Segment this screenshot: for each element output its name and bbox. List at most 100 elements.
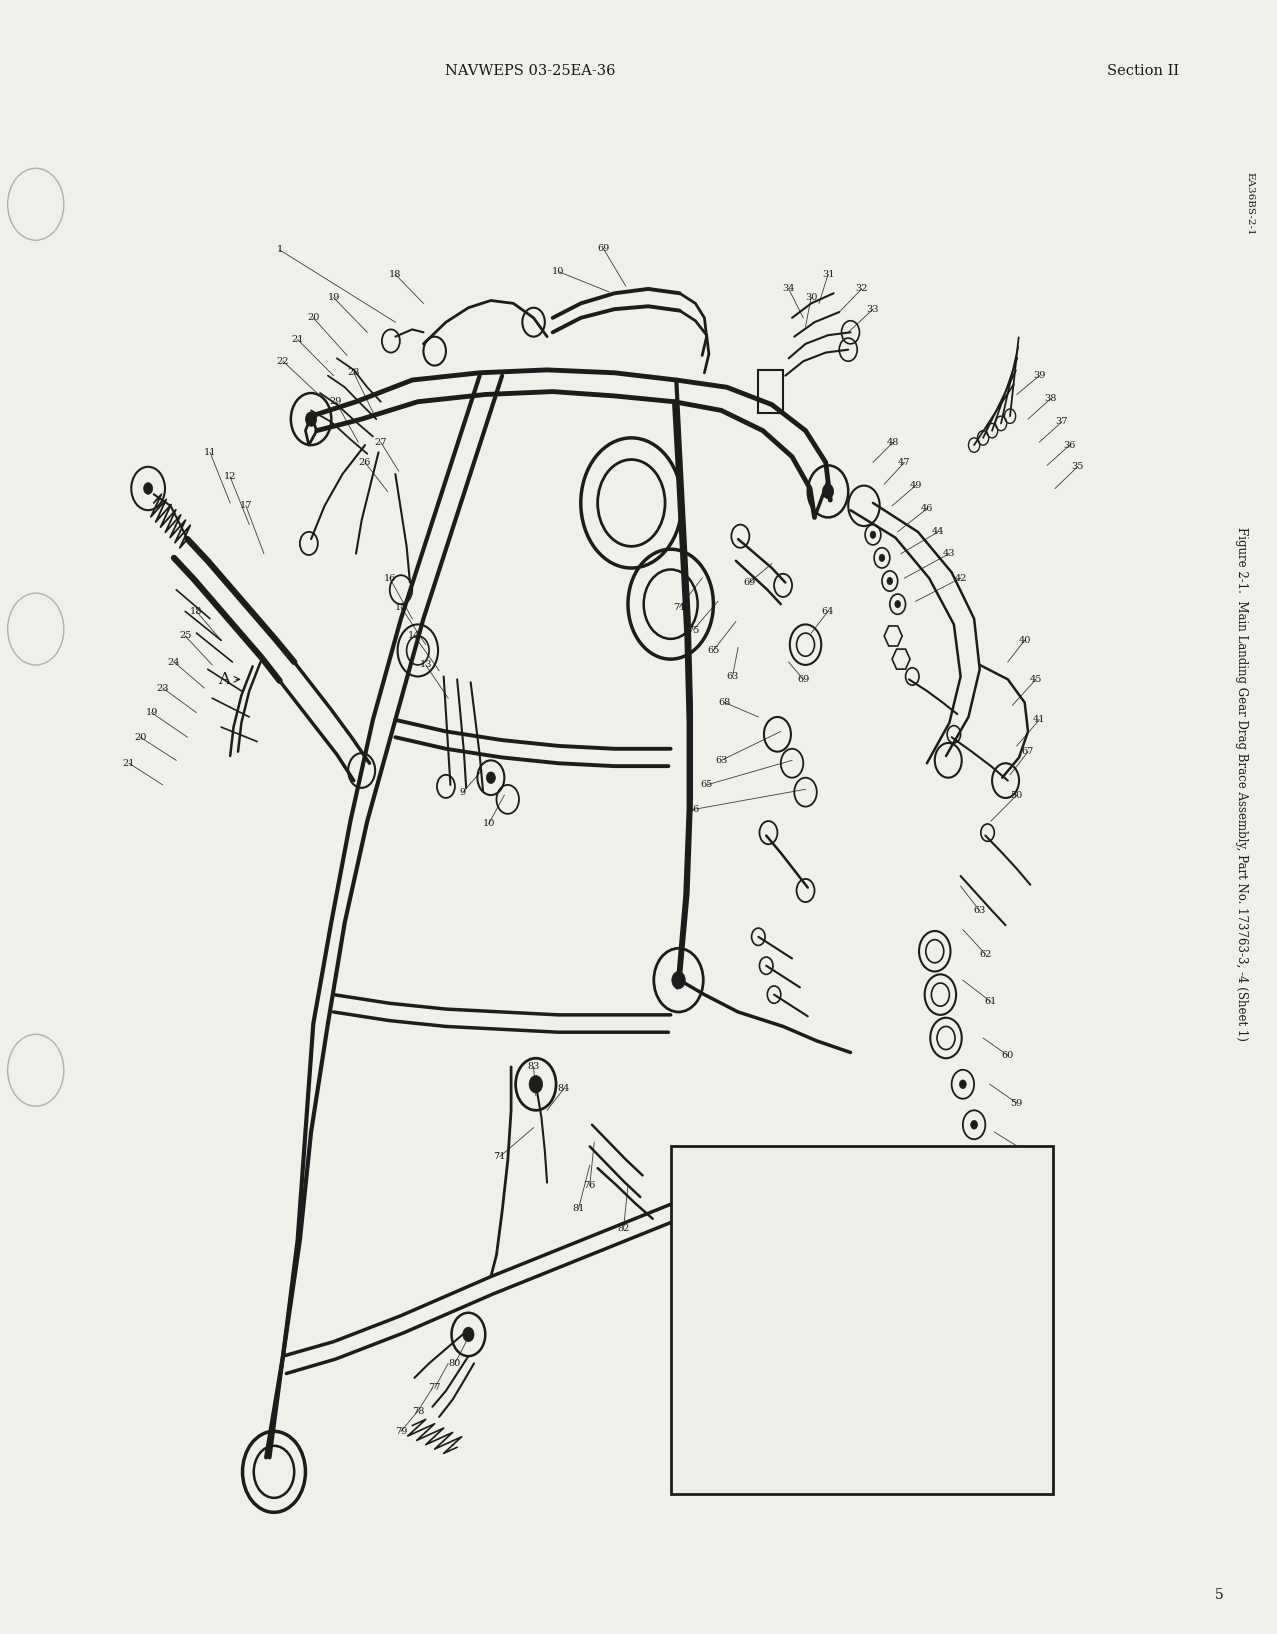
Text: Section II: Section II bbox=[1107, 64, 1179, 78]
Text: 57: 57 bbox=[1027, 1193, 1038, 1201]
Text: 33: 33 bbox=[867, 304, 879, 314]
Text: 41: 41 bbox=[1033, 716, 1046, 724]
Text: 64: 64 bbox=[822, 606, 834, 616]
Text: 14: 14 bbox=[409, 631, 420, 641]
Text: 61: 61 bbox=[985, 997, 997, 1007]
Text: 15: 15 bbox=[395, 603, 407, 611]
Text: 69: 69 bbox=[743, 578, 756, 587]
Text: A: A bbox=[218, 672, 231, 688]
Circle shape bbox=[979, 1268, 986, 1276]
Text: 11: 11 bbox=[204, 448, 216, 458]
Text: 60: 60 bbox=[1001, 1051, 1014, 1060]
Text: 56: 56 bbox=[1013, 1268, 1025, 1276]
Text: 80: 80 bbox=[448, 1359, 461, 1368]
Text: 24: 24 bbox=[167, 657, 180, 667]
Text: 34: 34 bbox=[783, 284, 794, 294]
Text: 31: 31 bbox=[822, 270, 834, 279]
Text: 27: 27 bbox=[374, 438, 387, 446]
Text: 58: 58 bbox=[1019, 1147, 1031, 1155]
Text: 43: 43 bbox=[944, 549, 955, 559]
Text: 69: 69 bbox=[797, 675, 810, 685]
Text: 29: 29 bbox=[329, 397, 342, 407]
Text: 65: 65 bbox=[707, 645, 719, 655]
Text: 25: 25 bbox=[179, 631, 192, 641]
Text: 75: 75 bbox=[687, 626, 700, 634]
Circle shape bbox=[996, 1335, 1002, 1343]
Text: 49: 49 bbox=[909, 480, 922, 490]
Text: 18: 18 bbox=[190, 606, 203, 616]
Circle shape bbox=[143, 482, 153, 493]
Circle shape bbox=[8, 168, 64, 240]
Text: 46: 46 bbox=[921, 505, 933, 513]
Circle shape bbox=[888, 577, 893, 585]
Text: 45: 45 bbox=[1029, 675, 1042, 685]
Text: 20: 20 bbox=[134, 732, 147, 742]
Circle shape bbox=[959, 1080, 967, 1088]
Circle shape bbox=[979, 1160, 986, 1170]
Text: 17: 17 bbox=[240, 502, 252, 510]
Text: 13: 13 bbox=[419, 660, 432, 670]
Text: 20: 20 bbox=[308, 314, 319, 322]
Text: 19: 19 bbox=[146, 708, 157, 717]
Text: 71: 71 bbox=[494, 1152, 506, 1162]
Text: 7: 7 bbox=[937, 1325, 944, 1335]
Text: 51: 51 bbox=[1045, 1387, 1056, 1397]
Text: 81: 81 bbox=[572, 1204, 585, 1212]
Text: 35: 35 bbox=[1071, 462, 1084, 471]
Circle shape bbox=[987, 1199, 995, 1209]
Text: 19: 19 bbox=[327, 292, 340, 302]
Circle shape bbox=[487, 771, 495, 783]
Text: 63: 63 bbox=[727, 672, 738, 681]
Text: 18: 18 bbox=[389, 270, 401, 279]
Bar bbox=[759, 369, 783, 413]
Circle shape bbox=[696, 1317, 707, 1332]
Text: 63: 63 bbox=[973, 907, 986, 915]
Text: 9: 9 bbox=[460, 788, 466, 797]
Text: 6: 6 bbox=[797, 1363, 803, 1373]
Text: 32: 32 bbox=[856, 284, 868, 294]
Text: 48: 48 bbox=[888, 438, 899, 446]
Text: 36: 36 bbox=[1064, 441, 1075, 449]
Text: NAVWEPS 03-25EA-36: NAVWEPS 03-25EA-36 bbox=[444, 64, 616, 78]
Text: 83: 83 bbox=[527, 1062, 540, 1072]
Text: 37: 37 bbox=[1056, 417, 1068, 426]
Text: Figure 2-1.  Main Landing Gear Drag Brace Assembly, Part No. 173763-3, -4 (Sheet: Figure 2-1. Main Landing Gear Drag Brace… bbox=[1235, 528, 1248, 1041]
Text: 78: 78 bbox=[411, 1407, 424, 1415]
Text: 26: 26 bbox=[359, 458, 372, 467]
Text: 10: 10 bbox=[552, 266, 564, 276]
Circle shape bbox=[822, 484, 834, 498]
Text: 3: 3 bbox=[713, 1286, 719, 1296]
Text: 68: 68 bbox=[719, 698, 730, 708]
Text: 77: 77 bbox=[429, 1384, 441, 1392]
Circle shape bbox=[8, 1034, 64, 1106]
Text: 69: 69 bbox=[598, 243, 609, 253]
Circle shape bbox=[672, 972, 686, 989]
Text: 5: 5 bbox=[774, 1355, 780, 1363]
Text: EA36BS-2-1: EA36BS-2-1 bbox=[1245, 173, 1254, 235]
Circle shape bbox=[870, 531, 876, 538]
Text: 42: 42 bbox=[954, 574, 967, 583]
Text: 21: 21 bbox=[123, 758, 135, 768]
Text: 53: 53 bbox=[1033, 1325, 1046, 1335]
Text: 82: 82 bbox=[617, 1224, 630, 1234]
Text: 1: 1 bbox=[277, 245, 282, 255]
Text: 8: 8 bbox=[977, 1301, 982, 1310]
Circle shape bbox=[895, 601, 900, 608]
Text: 84: 84 bbox=[558, 1083, 570, 1093]
Text: 65: 65 bbox=[701, 781, 713, 789]
Text: 66: 66 bbox=[687, 806, 700, 814]
Text: 44: 44 bbox=[932, 528, 945, 536]
Text: 23: 23 bbox=[157, 683, 169, 693]
Text: 67: 67 bbox=[1022, 747, 1034, 757]
Text: 12: 12 bbox=[223, 472, 236, 482]
Text: 21: 21 bbox=[291, 335, 304, 345]
Circle shape bbox=[8, 593, 64, 665]
Text: 71: 71 bbox=[673, 603, 686, 611]
Text: 2: 2 bbox=[696, 1268, 701, 1276]
Text: 28: 28 bbox=[347, 368, 360, 377]
Text: 62: 62 bbox=[979, 949, 991, 959]
Text: 39: 39 bbox=[1033, 371, 1046, 381]
Text: 55: 55 bbox=[1008, 1239, 1019, 1248]
Text: 63: 63 bbox=[715, 757, 728, 765]
Text: 4: 4 bbox=[755, 1345, 760, 1353]
